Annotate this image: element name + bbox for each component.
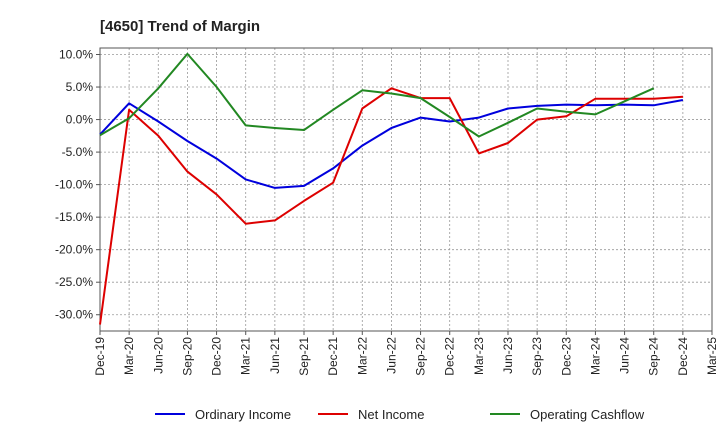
x-tick-label: Sep-22 [414,337,428,376]
legend-label: Operating Cashflow [530,407,645,422]
x-tick-label: Dec-22 [443,337,457,376]
y-tick-label: -25.0% [55,275,93,289]
x-tick-label: Jun-20 [151,337,165,374]
legend-label: Net Income [358,407,424,422]
x-tick-label: Dec-23 [559,337,573,376]
series-line-2 [99,52,655,138]
y-axis-ticks: 10.0% 5.0% 0.0% -5.0% -10.0% -15.0% -20.0% -25.… [55,48,100,322]
y-tick-label: 0.0% [66,113,94,127]
x-tick-label: Sep-21 [297,337,311,376]
y-tick-label: 5.0% [66,80,94,94]
x-tick-label: Dec-24 [676,337,690,376]
x-tick-label: Mar-22 [355,337,369,375]
x-tick-label: Jun-21 [268,337,282,374]
x-tick-label: Sep-24 [647,337,661,376]
x-tick-label: Jun-24 [618,337,632,374]
series-line-1 [99,87,683,325]
x-tick-label: Sep-23 [530,337,544,376]
x-tick-label: Jun-22 [384,337,398,374]
x-axis-ticks: Dec-19 Mar-20 Jun-20 Sep-20 Dec-20 Mar-21 Jun-… [93,331,719,376]
y-tick-label: -15.0% [55,210,93,224]
x-tick-label: Mar-24 [588,337,602,375]
x-tick-label: Dec-19 [93,337,107,376]
x-tick-label: Mar-20 [122,337,136,375]
x-tick-label: Dec-20 [210,337,224,376]
legend-label: Ordinary Income [195,407,291,422]
y-tick-label: -5.0% [62,145,94,159]
plot-area-border [99,47,713,332]
y-tick-label: -30.0% [55,308,93,322]
gridlines [100,48,712,331]
legend: Ordinary Income Net Income Operating Cashf… [155,407,645,422]
x-tick-label: Dec-21 [326,337,340,376]
y-tick-label: -10.0% [55,178,93,192]
x-tick-label: Mar-23 [472,337,486,375]
y-tick-label: 10.0% [59,48,93,62]
x-tick-label: Jun-23 [501,337,515,374]
x-tick-label: Mar-25 [705,337,719,375]
y-tick-label: -20.0% [55,243,93,257]
x-tick-label: Mar-21 [239,337,253,375]
x-tick-label: Sep-20 [180,337,194,376]
series-lines [99,52,684,325]
chart-title: [4650] Trend of Margin [100,18,260,35]
